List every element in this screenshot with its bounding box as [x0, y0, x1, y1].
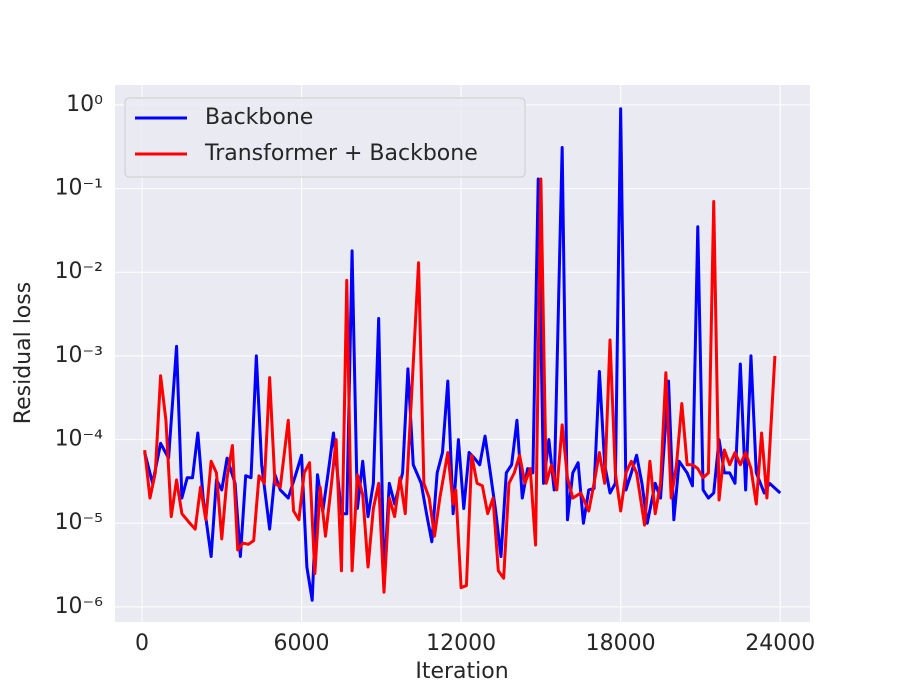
legend: Backbone Transformer + Backbone	[124, 97, 526, 178]
legend-label: Transformer + Backbone	[204, 141, 478, 166]
x-tick-label: 24000	[745, 631, 815, 656]
y-tick-label: 10⁻⁴	[55, 427, 104, 452]
x-tick-label: 18000	[586, 631, 656, 656]
y-tick-label: 10⁻⁵	[55, 510, 103, 535]
legend-label: Backbone	[205, 105, 313, 130]
legend-box	[124, 97, 526, 178]
y-tick-label: 10⁻⁶	[55, 594, 104, 619]
series-line	[143, 107, 782, 602]
x-tick-label: 6000	[274, 631, 330, 656]
y-tick-label: 10⁻¹	[55, 176, 103, 201]
y-tick-label: 10⁻²	[55, 259, 103, 284]
y-tick-label: 10⁻³	[55, 343, 103, 368]
x-tick-label: 0	[135, 631, 149, 656]
y-tick-label: 10⁰	[66, 92, 103, 117]
y-axis-label: Residual loss	[11, 282, 36, 424]
lines	[143, 107, 782, 602]
series-line	[143, 177, 777, 594]
x-axis-label: Iteration	[415, 659, 508, 684]
x-tick-label: 12000	[426, 631, 496, 656]
